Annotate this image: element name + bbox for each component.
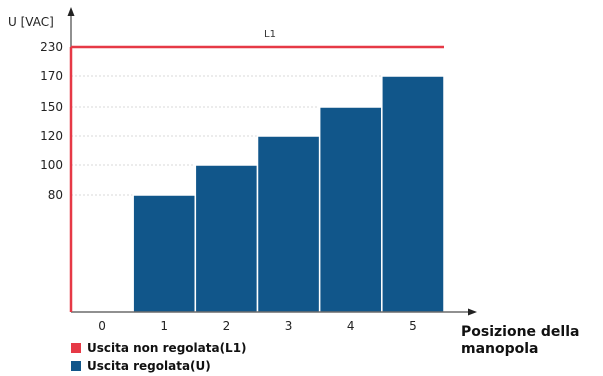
x-tick-2: 2: [223, 319, 231, 333]
legend-swatch-unregulated: [71, 343, 81, 353]
x-axis-title-line2: manopola: [461, 341, 539, 357]
bars: [132, 75, 445, 313]
y-tick-120: 120: [40, 129, 63, 143]
legend-label-regulated: Uscita regolata(U): [87, 359, 211, 373]
y-axis-title: U [VAC]: [8, 15, 54, 29]
y-tick-150: 150: [40, 100, 63, 114]
bar-5: [381, 75, 445, 313]
y-tick-230: 230: [40, 40, 63, 54]
x-tick-0: 0: [98, 319, 106, 333]
legend-swatch-regulated: [71, 361, 81, 371]
x-tick-3: 3: [285, 319, 293, 333]
bar-3: [256, 135, 321, 313]
x-tick-labels: 0 1 2 3 4 5: [98, 319, 416, 333]
bar-2: [194, 164, 259, 313]
x-axis-title-line1: Posizione della: [461, 324, 579, 340]
x-tick-4: 4: [347, 319, 355, 333]
legend: Uscita non regolata(L1) Uscita regolata(…: [71, 341, 247, 373]
legend-label-unregulated: Uscita non regolata(L1): [87, 341, 247, 355]
reference-line-group: L1: [69, 29, 444, 312]
y-tick-80: 80: [48, 188, 63, 202]
x-tick-1: 1: [160, 319, 168, 333]
x-axis-arrow: [468, 308, 477, 316]
y-tick-labels: 230 170 150 120 100 80: [40, 40, 63, 202]
x-tick-5: 5: [409, 319, 417, 333]
y-tick-100: 100: [40, 158, 63, 172]
y-axis-arrow: [67, 7, 75, 16]
bar-4: [318, 106, 383, 313]
reference-line-label: L1: [264, 29, 276, 40]
y-tick-170: 170: [40, 69, 63, 83]
bar-1: [132, 194, 197, 313]
